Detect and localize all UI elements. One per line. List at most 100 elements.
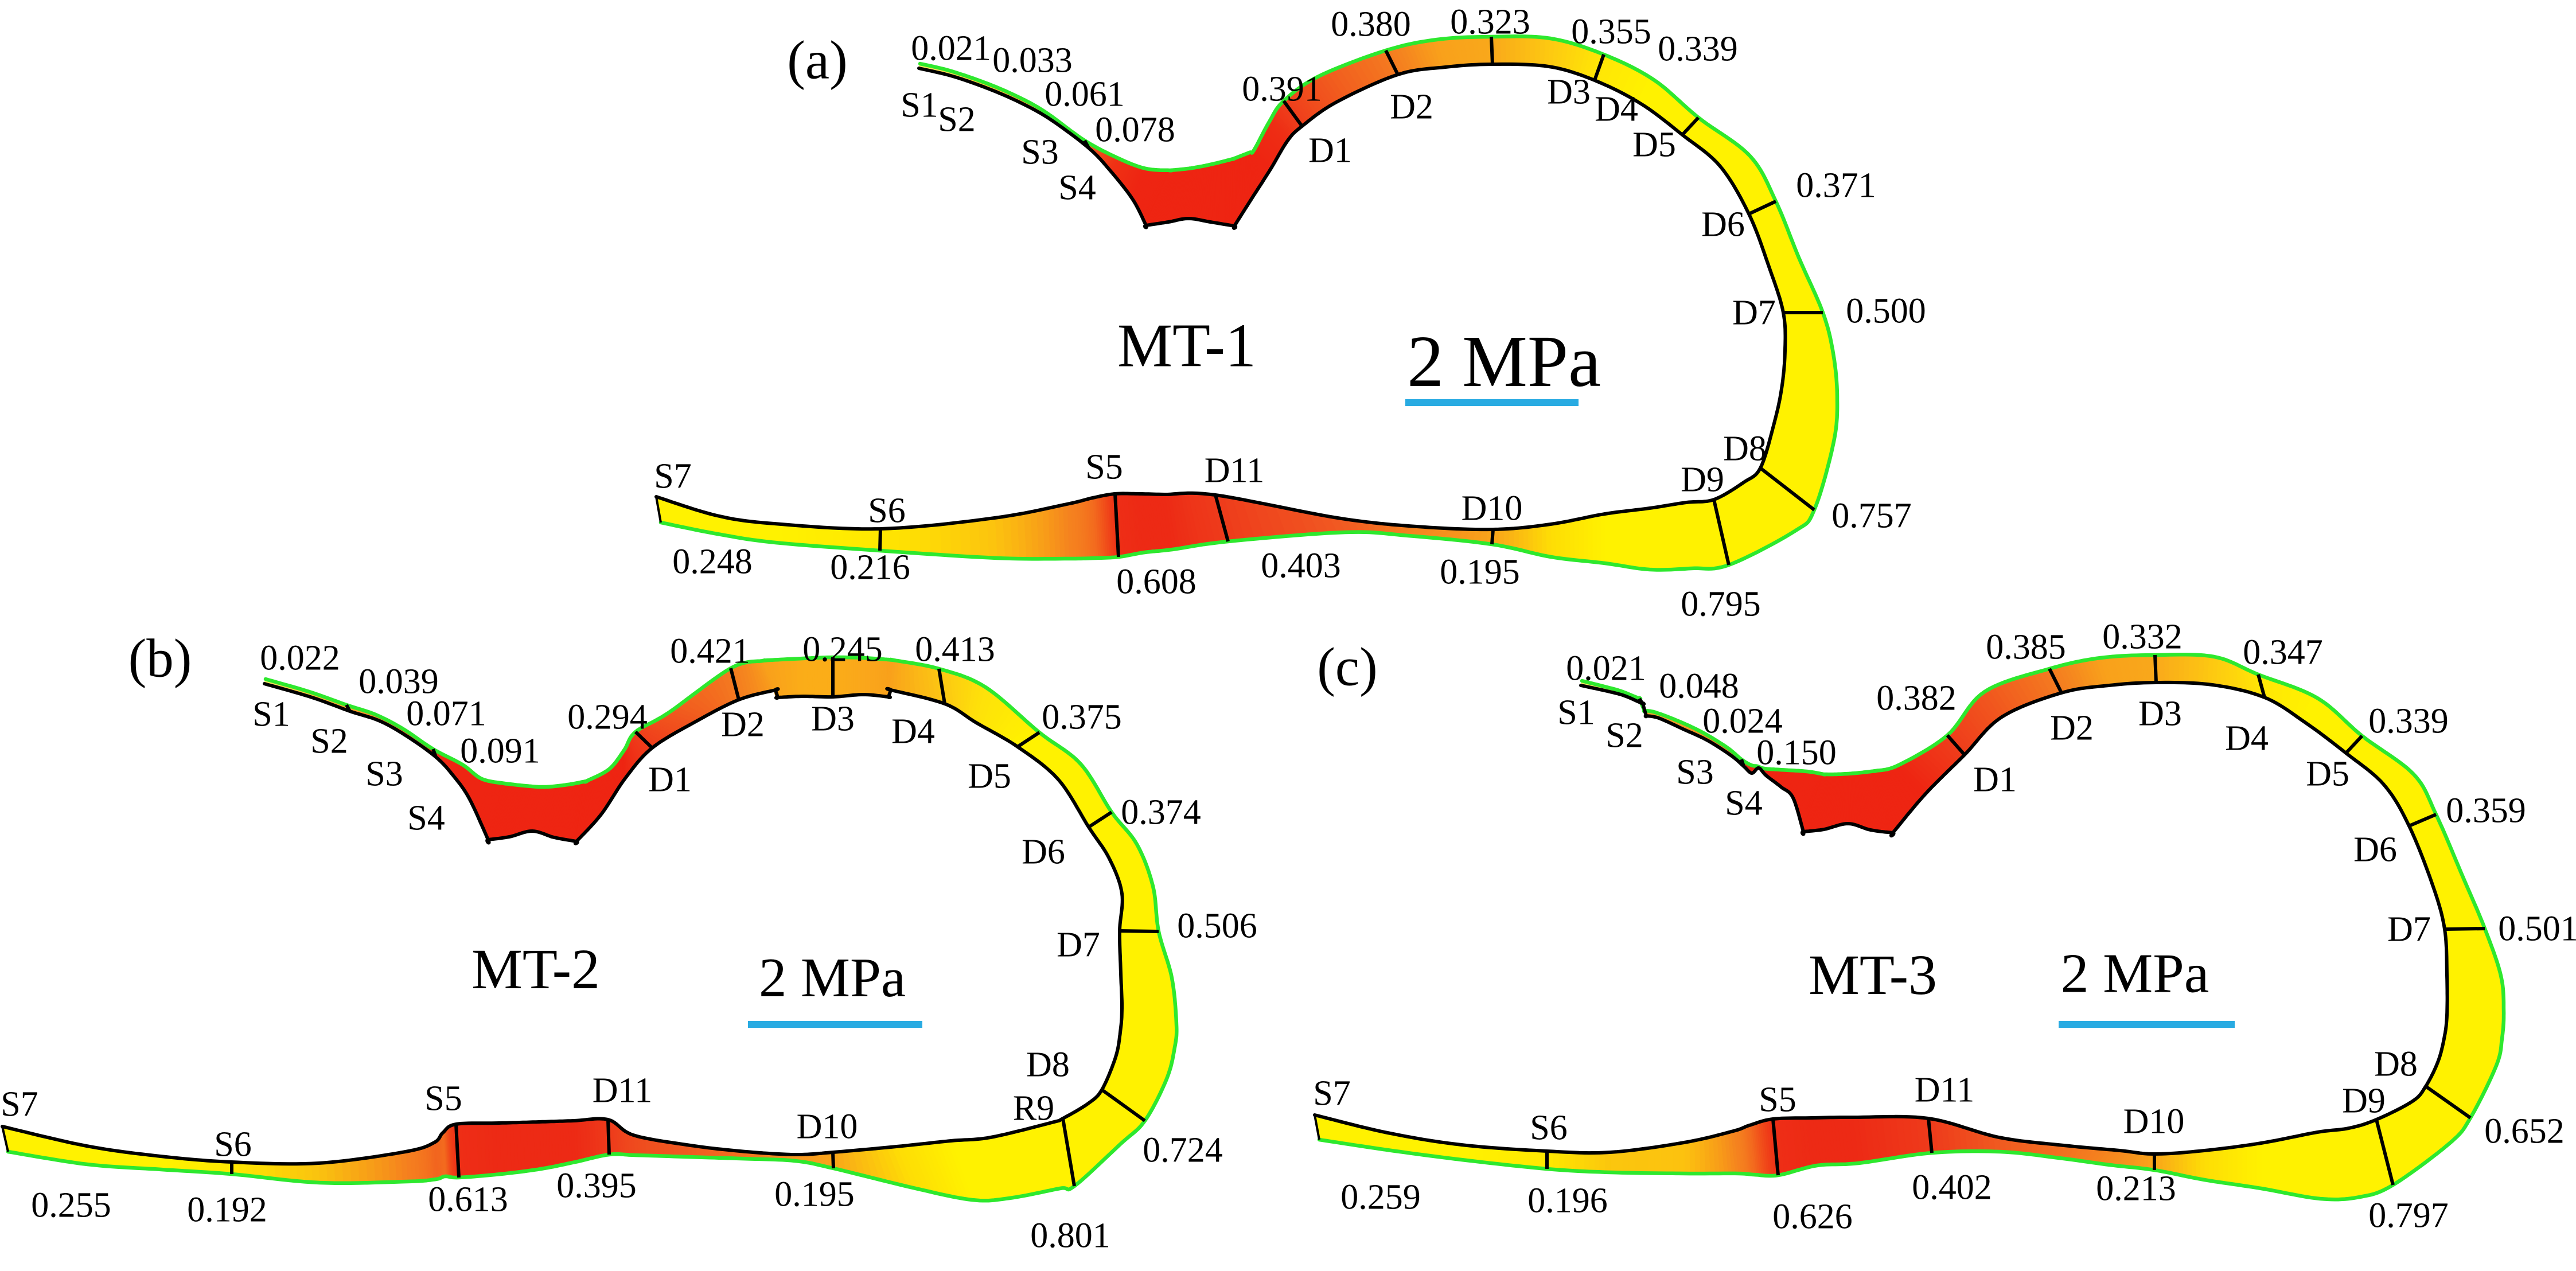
svg-text:0.039: 0.039 bbox=[358, 662, 439, 701]
svg-text:0.395: 0.395 bbox=[556, 1167, 637, 1206]
svg-text:S7: S7 bbox=[1, 1085, 38, 1124]
svg-text:S5: S5 bbox=[424, 1079, 462, 1118]
svg-text:D1: D1 bbox=[1308, 131, 1352, 170]
svg-text:(b): (b) bbox=[128, 627, 192, 688]
svg-text:0.613: 0.613 bbox=[428, 1180, 508, 1219]
svg-text:D2: D2 bbox=[1390, 88, 1433, 127]
svg-text:0.195: 0.195 bbox=[1440, 553, 1520, 592]
svg-text:D10: D10 bbox=[797, 1108, 858, 1147]
svg-text:D7: D7 bbox=[1057, 926, 1100, 965]
svg-text:0.021: 0.021 bbox=[1566, 649, 1646, 688]
svg-text:0.216: 0.216 bbox=[830, 548, 910, 587]
svg-text:0.048: 0.048 bbox=[1659, 667, 1739, 706]
svg-text:0.195: 0.195 bbox=[774, 1175, 855, 1214]
svg-text:0.061: 0.061 bbox=[1045, 75, 1125, 114]
svg-text:D5: D5 bbox=[968, 757, 1011, 796]
svg-text:0.024: 0.024 bbox=[1702, 702, 1783, 741]
svg-text:S3: S3 bbox=[1676, 753, 1713, 792]
svg-text:D11: D11 bbox=[1915, 1071, 1974, 1110]
svg-text:S3: S3 bbox=[365, 755, 403, 794]
svg-text:S2: S2 bbox=[938, 100, 975, 139]
svg-text:S1: S1 bbox=[1557, 693, 1595, 732]
svg-text:0.626: 0.626 bbox=[1772, 1198, 1853, 1237]
svg-text:D7: D7 bbox=[2387, 910, 2431, 949]
svg-text:0.347: 0.347 bbox=[2243, 633, 2323, 672]
svg-text:0.724: 0.724 bbox=[1143, 1131, 1223, 1170]
svg-text:S1: S1 bbox=[252, 695, 290, 734]
svg-text:0.091: 0.091 bbox=[460, 732, 540, 771]
svg-text:0.797: 0.797 bbox=[2368, 1196, 2449, 1235]
svg-text:D1: D1 bbox=[648, 761, 692, 800]
svg-text:S5: S5 bbox=[1085, 448, 1123, 487]
svg-text:S6: S6 bbox=[868, 492, 905, 531]
svg-text:D5: D5 bbox=[1632, 126, 1676, 165]
svg-text:0.339: 0.339 bbox=[1658, 30, 1738, 69]
svg-text:D7: D7 bbox=[1732, 294, 1776, 333]
svg-text:MT-3: MT-3 bbox=[1809, 943, 1937, 1007]
svg-text:0.022: 0.022 bbox=[260, 639, 340, 678]
svg-text:0.196: 0.196 bbox=[1527, 1182, 1608, 1221]
svg-text:0.339: 0.339 bbox=[2368, 702, 2449, 741]
svg-text:0.375: 0.375 bbox=[1042, 698, 1122, 737]
svg-text:MT-2: MT-2 bbox=[471, 937, 600, 1001]
svg-text:0.245: 0.245 bbox=[802, 630, 883, 669]
svg-text:0.608: 0.608 bbox=[1116, 563, 1197, 602]
svg-text:0.355: 0.355 bbox=[1571, 13, 1651, 52]
svg-text:D6: D6 bbox=[2353, 831, 2397, 870]
svg-text:S7: S7 bbox=[654, 457, 691, 496]
svg-text:0.413: 0.413 bbox=[915, 630, 995, 669]
svg-text:0.382: 0.382 bbox=[1876, 679, 1957, 718]
svg-text:D9: D9 bbox=[1681, 461, 1724, 500]
svg-text:2 MPa: 2 MPa bbox=[759, 947, 906, 1008]
svg-text:D4: D4 bbox=[2225, 719, 2269, 758]
svg-text:D8: D8 bbox=[2374, 1045, 2418, 1084]
svg-text:D11: D11 bbox=[1205, 451, 1264, 490]
svg-text:D3: D3 bbox=[811, 700, 855, 739]
svg-text:D2: D2 bbox=[2050, 709, 2094, 748]
svg-text:0.021: 0.021 bbox=[911, 29, 991, 68]
svg-text:D8: D8 bbox=[1723, 430, 1767, 469]
svg-text:MT-1: MT-1 bbox=[1117, 312, 1256, 380]
svg-text:2 MPa: 2 MPa bbox=[2061, 942, 2209, 1004]
svg-text:0.078: 0.078 bbox=[1095, 111, 1175, 150]
svg-text:R9: R9 bbox=[1013, 1089, 1054, 1128]
svg-text:0.421: 0.421 bbox=[670, 632, 750, 671]
svg-text:0.213: 0.213 bbox=[2096, 1169, 2176, 1208]
svg-text:S4: S4 bbox=[1725, 784, 1762, 823]
svg-text:2 MPa: 2 MPa bbox=[1407, 321, 1601, 402]
svg-text:0.391: 0.391 bbox=[1242, 70, 1322, 109]
svg-text:S4: S4 bbox=[407, 799, 445, 838]
svg-text:0.506: 0.506 bbox=[1177, 907, 1257, 946]
svg-text:D2: D2 bbox=[721, 705, 765, 744]
svg-text:D5: D5 bbox=[2306, 755, 2349, 794]
svg-text:0.500: 0.500 bbox=[1846, 292, 1926, 331]
svg-text:S2: S2 bbox=[1605, 716, 1643, 755]
svg-text:D9: D9 bbox=[2342, 1082, 2386, 1121]
svg-text:0.071: 0.071 bbox=[406, 695, 486, 734]
svg-text:0.323: 0.323 bbox=[1450, 3, 1530, 42]
svg-text:D1: D1 bbox=[1973, 761, 2017, 800]
svg-text:D3: D3 bbox=[1547, 73, 1591, 112]
svg-text:0.294: 0.294 bbox=[567, 698, 648, 737]
svg-text:0.359: 0.359 bbox=[2446, 792, 2526, 831]
svg-text:0.402: 0.402 bbox=[1912, 1168, 1992, 1207]
svg-text:D6: D6 bbox=[1701, 205, 1745, 244]
svg-text:D8: D8 bbox=[1026, 1046, 1070, 1085]
svg-text:0.795: 0.795 bbox=[1681, 585, 1761, 624]
svg-text:D10: D10 bbox=[2123, 1102, 2185, 1141]
svg-text:(c): (c) bbox=[1317, 636, 1377, 697]
svg-text:S2: S2 bbox=[310, 722, 348, 761]
svg-text:S5: S5 bbox=[1759, 1081, 1796, 1120]
svg-text:S3: S3 bbox=[1021, 133, 1058, 172]
svg-text:0.757: 0.757 bbox=[1831, 497, 1912, 536]
svg-text:S7: S7 bbox=[1313, 1074, 1350, 1113]
svg-text:0.403: 0.403 bbox=[1261, 547, 1341, 586]
svg-text:0.150: 0.150 bbox=[1756, 734, 1837, 773]
svg-text:S1: S1 bbox=[901, 86, 938, 125]
svg-text:S4: S4 bbox=[1058, 169, 1096, 208]
svg-text:0.385: 0.385 bbox=[1986, 628, 2066, 667]
svg-text:0.374: 0.374 bbox=[1121, 793, 1201, 832]
svg-text:0.033: 0.033 bbox=[992, 41, 1073, 80]
svg-text:D3: D3 bbox=[2138, 695, 2182, 734]
svg-text:0.371: 0.371 bbox=[1796, 166, 1876, 205]
